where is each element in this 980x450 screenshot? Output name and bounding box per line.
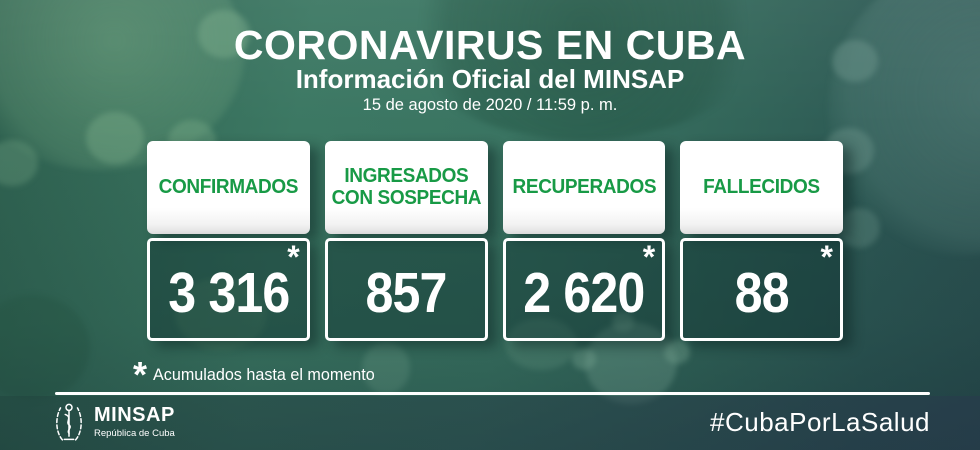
hashtag: #CubaPorLaSalud xyxy=(710,406,930,437)
card-value: 88 xyxy=(734,260,790,325)
virus-particle xyxy=(86,112,144,164)
virus-particle xyxy=(585,322,677,404)
card-value: 857 xyxy=(365,260,448,325)
virus-particle xyxy=(198,10,250,58)
card-label-box: CONFIRMADOS xyxy=(147,141,310,235)
card-label-box: RECUPERADOS xyxy=(502,141,666,235)
asterisk-marker: * xyxy=(287,239,300,276)
brand-text: MINSAP República de Cuba xyxy=(94,405,175,439)
card-label: FALLECIDOS xyxy=(703,175,820,198)
card-label-box: INGRESADOS CON SOSPECHA xyxy=(324,141,488,235)
minsap-emblem-icon xyxy=(56,403,82,441)
virus-particle xyxy=(362,342,410,394)
card-value-box: * 3 316 xyxy=(147,238,310,341)
page-title: CORONAVIRUS EN CUBA xyxy=(233,22,747,68)
card-value-box: 857 xyxy=(324,238,488,341)
virus-particle xyxy=(832,40,878,82)
footer-band xyxy=(0,396,980,450)
virus-particle xyxy=(505,318,577,370)
card-value: 2 620 xyxy=(523,260,645,325)
virus-particle xyxy=(0,295,90,400)
virus-particle xyxy=(572,348,596,370)
stat-card-confirmados: CONFIRMADOS * 3 316 xyxy=(147,141,310,341)
footer: MINSAP República de Cuba #CubaPorLaSalud xyxy=(53,399,930,445)
card-value-box: * 88 xyxy=(680,238,843,341)
virus-particle xyxy=(175,278,267,350)
card-value-box: * 2 620 xyxy=(502,238,666,341)
stat-cards-row: CONFIRMADOS * 3 316 INGRESADOS CON SOSPE… xyxy=(147,141,843,341)
minsap-brand: MINSAP República de Cuba xyxy=(53,401,175,443)
stat-card-ingresados: INGRESADOS CON SOSPECHA 857 xyxy=(324,141,488,341)
footer-divider-line xyxy=(55,392,930,395)
virus-particle xyxy=(838,208,880,248)
card-label: RECUPERADOS xyxy=(512,175,656,198)
stat-card-recuperados: RECUPERADOS * 2 620 xyxy=(502,141,666,341)
card-value: 3 316 xyxy=(167,260,290,325)
card-label: INGRESADOS CON SOSPECHA xyxy=(331,164,481,209)
asterisk-marker: * xyxy=(820,239,833,276)
card-label-box: FALLECIDOS xyxy=(680,141,843,235)
virus-particle xyxy=(612,312,634,332)
page-subtitle: Información Oficial del MINSAP xyxy=(295,64,685,94)
footnote: * Acumulados hasta el momento xyxy=(133,357,386,393)
report-datetime: 15 de agosto de 2020 / 11:59 p. m. xyxy=(362,96,618,114)
stat-card-fallecidos: FALLECIDOS * 88 xyxy=(680,141,843,341)
brand-subtitle: República de Cuba xyxy=(94,428,175,439)
brand-name: MINSAP xyxy=(94,404,175,426)
card-label: CONFIRMADOS xyxy=(158,175,299,198)
footnote-text: Acumulados hasta el momento xyxy=(153,365,375,384)
virus-particle xyxy=(664,340,690,364)
footnote-asterisk: * xyxy=(133,354,148,395)
asterisk-marker: * xyxy=(642,239,656,276)
